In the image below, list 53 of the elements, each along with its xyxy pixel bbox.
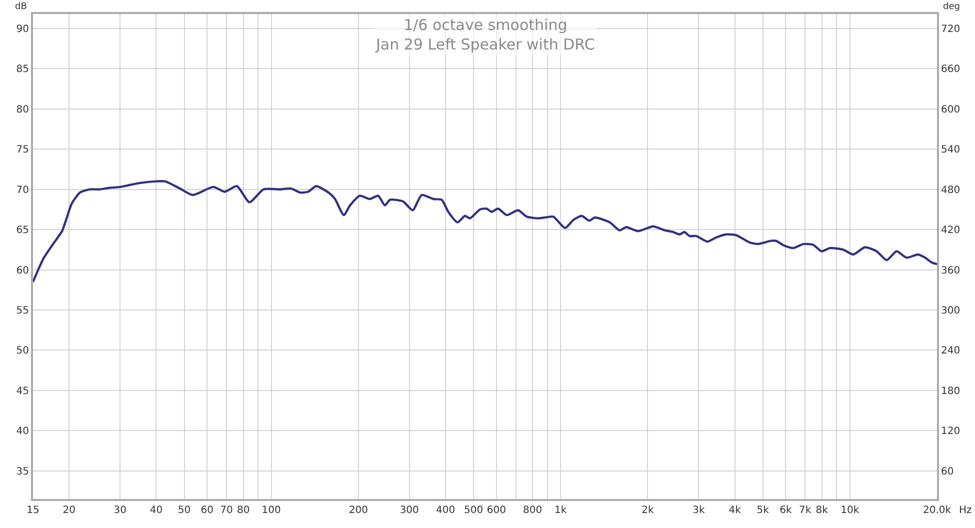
x-tick-label: 4k <box>728 505 742 516</box>
y-tick-label: 45 <box>16 386 29 397</box>
x-tick-label: 60 <box>200 505 214 516</box>
x-tick-label: 15 <box>26 505 40 516</box>
y2-tick-label: 660 <box>941 64 960 76</box>
y-axis-title: dB <box>15 2 27 12</box>
y2-tick-label: 480 <box>941 184 960 196</box>
x-tick-label: 5k <box>756 505 770 516</box>
y-tick-label: 50 <box>16 346 29 357</box>
x-tick-label: 6k <box>780 505 792 516</box>
x-tick-label: 400 <box>436 505 456 516</box>
x-tick-label: 7k <box>799 505 812 516</box>
y2-tick-label: 300 <box>941 305 960 316</box>
y2-tick-label: 180 <box>941 386 960 397</box>
y-tick-label: 80 <box>16 104 29 116</box>
x-tick-label: 30 <box>114 505 126 516</box>
y-tick-label: 90 <box>16 24 29 35</box>
x-tick-label: 70 <box>220 505 233 516</box>
y-tick-label: 85 <box>16 64 29 76</box>
y-tick-label: 55 <box>16 305 29 316</box>
x-tick-label: 600 <box>486 505 506 516</box>
y2-tick-label: 240 <box>941 346 960 357</box>
y-tick-label: 70 <box>16 184 29 196</box>
x-tick-label: 8k <box>816 505 828 516</box>
x-tick-label: 500 <box>464 505 484 516</box>
x-tick-label: 300 <box>400 505 419 516</box>
x-tick-label: 2k <box>642 505 654 516</box>
y-tick-label: 60 <box>16 265 29 276</box>
y2-tick-label: 720 <box>941 24 960 35</box>
x-tick-label: 40 <box>150 505 163 516</box>
x-tick-label: 80 <box>236 505 250 516</box>
x-tick-label: 1k <box>554 505 567 516</box>
y2-tick-label: 540 <box>941 144 960 156</box>
y2-axis-title: deg <box>943 2 960 12</box>
x-tick-label: 100 <box>262 505 281 516</box>
x-tick-label: 800 <box>523 505 542 516</box>
x-tick-label: 20.0k <box>922 505 952 516</box>
y2-tick-label: 420 <box>941 225 960 236</box>
y2-tick-label: 120 <box>941 426 960 438</box>
y-tick-label: 35 <box>16 466 29 478</box>
text: 1/6 octave smoothing Jan 29 Left Speaker with DRC <box>375 16 595 54</box>
y2-tick-label: 360 <box>941 265 960 276</box>
x-tick-label: 200 <box>348 505 368 516</box>
x-tick-label: 10k <box>840 505 860 516</box>
y-tick-label: 65 <box>16 225 29 236</box>
x-tick-label: 20 <box>62 505 76 516</box>
x-tick-label: 3k <box>692 505 705 516</box>
x-axis-title: Hz <box>959 505 972 516</box>
y2-tick-label: 600 <box>941 104 960 116</box>
x-tick-label: 50 <box>178 505 191 516</box>
y-tick-label: 40 <box>16 426 29 438</box>
y-tick-label: 75 <box>16 144 29 156</box>
y2-tick-label: 60 <box>941 466 954 478</box>
